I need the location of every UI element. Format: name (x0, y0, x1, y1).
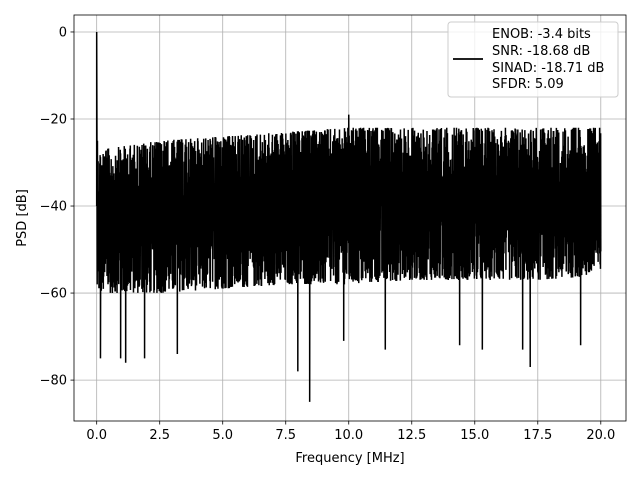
psd-series-line (95, 31, 602, 402)
x-tick-label: 2.5 (149, 428, 170, 443)
y-axis-ticks: 0 −20 −40 −60 −80 (40, 25, 74, 389)
y-tick-label: 0 (59, 25, 67, 40)
x-tick-label: 12.5 (397, 428, 426, 443)
x-tick-label: 15.0 (460, 428, 489, 443)
x-tick-label: 17.5 (523, 428, 552, 443)
y-tick-label: −60 (40, 287, 67, 302)
legend-snr: SNR: -18.68 dB (492, 44, 590, 59)
y-axis-label: PSD [dB] (15, 189, 30, 247)
plot-area (95, 31, 602, 402)
x-tick-label: 5.0 (212, 428, 233, 443)
legend-enob: ENOB: -3.4 bits (492, 27, 591, 42)
legend-box (447, 21, 619, 98)
x-tick-label: 20.0 (586, 428, 615, 443)
x-tick-label: 0.0 (86, 428, 107, 443)
y-tick-label: −40 (40, 200, 67, 215)
legend: ENOB: -3.4 bits SNR: -18.68 dB SINAD: -1… (447, 21, 619, 98)
legend-sfdr: SFDR: 5.09 (492, 77, 564, 92)
x-axis-label: Frequency [MHz] (295, 451, 404, 466)
x-axis-ticks: 0.0 2.5 5.0 7.5 10.0 12.5 15.0 17.5 20.0 (86, 421, 615, 443)
series-group (95, 31, 602, 402)
y-tick-label: −80 (40, 374, 67, 389)
y-tick-label: −20 (40, 113, 67, 128)
x-tick-label: 10.0 (334, 428, 363, 443)
x-tick-label: 7.5 (275, 428, 296, 443)
plot-frame (73, 14, 627, 422)
legend-sinad: SINAD: -18.71 dB (492, 61, 604, 76)
